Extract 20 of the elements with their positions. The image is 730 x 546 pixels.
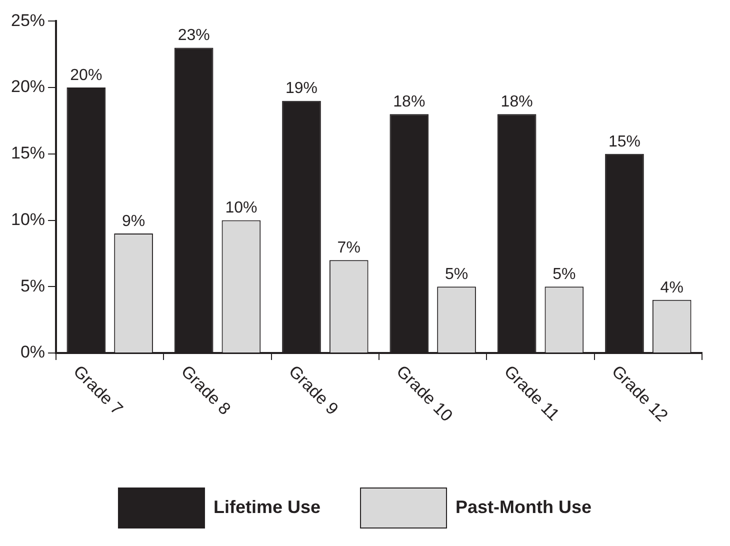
y-tick-label: 20% <box>10 77 46 96</box>
data-label: 10% <box>225 200 258 217</box>
data-label: 4% <box>660 279 684 296</box>
y-tick-label: 25% <box>10 10 46 30</box>
data-label: 18% <box>500 94 533 111</box>
legend-label: Lifetime Use <box>213 496 321 517</box>
data-label: 23% <box>178 27 210 44</box>
data-label: 9% <box>122 212 146 230</box>
data-label: 5% <box>552 266 576 284</box>
data-label: 19% <box>285 80 318 98</box>
data-label: 7% <box>337 240 360 256</box>
data-label: 20% <box>70 66 102 84</box>
legend-label: Past-Month Use <box>456 496 592 517</box>
y-tick-label: 0% <box>20 342 46 362</box>
data-label: 5% <box>444 266 468 284</box>
y-tick-label: 10% <box>10 210 46 229</box>
data-label: 18% <box>393 94 426 111</box>
data-label: 15% <box>608 133 640 150</box>
y-tick-label: 15% <box>10 144 46 163</box>
y-tick-label: 5% <box>20 276 46 296</box>
